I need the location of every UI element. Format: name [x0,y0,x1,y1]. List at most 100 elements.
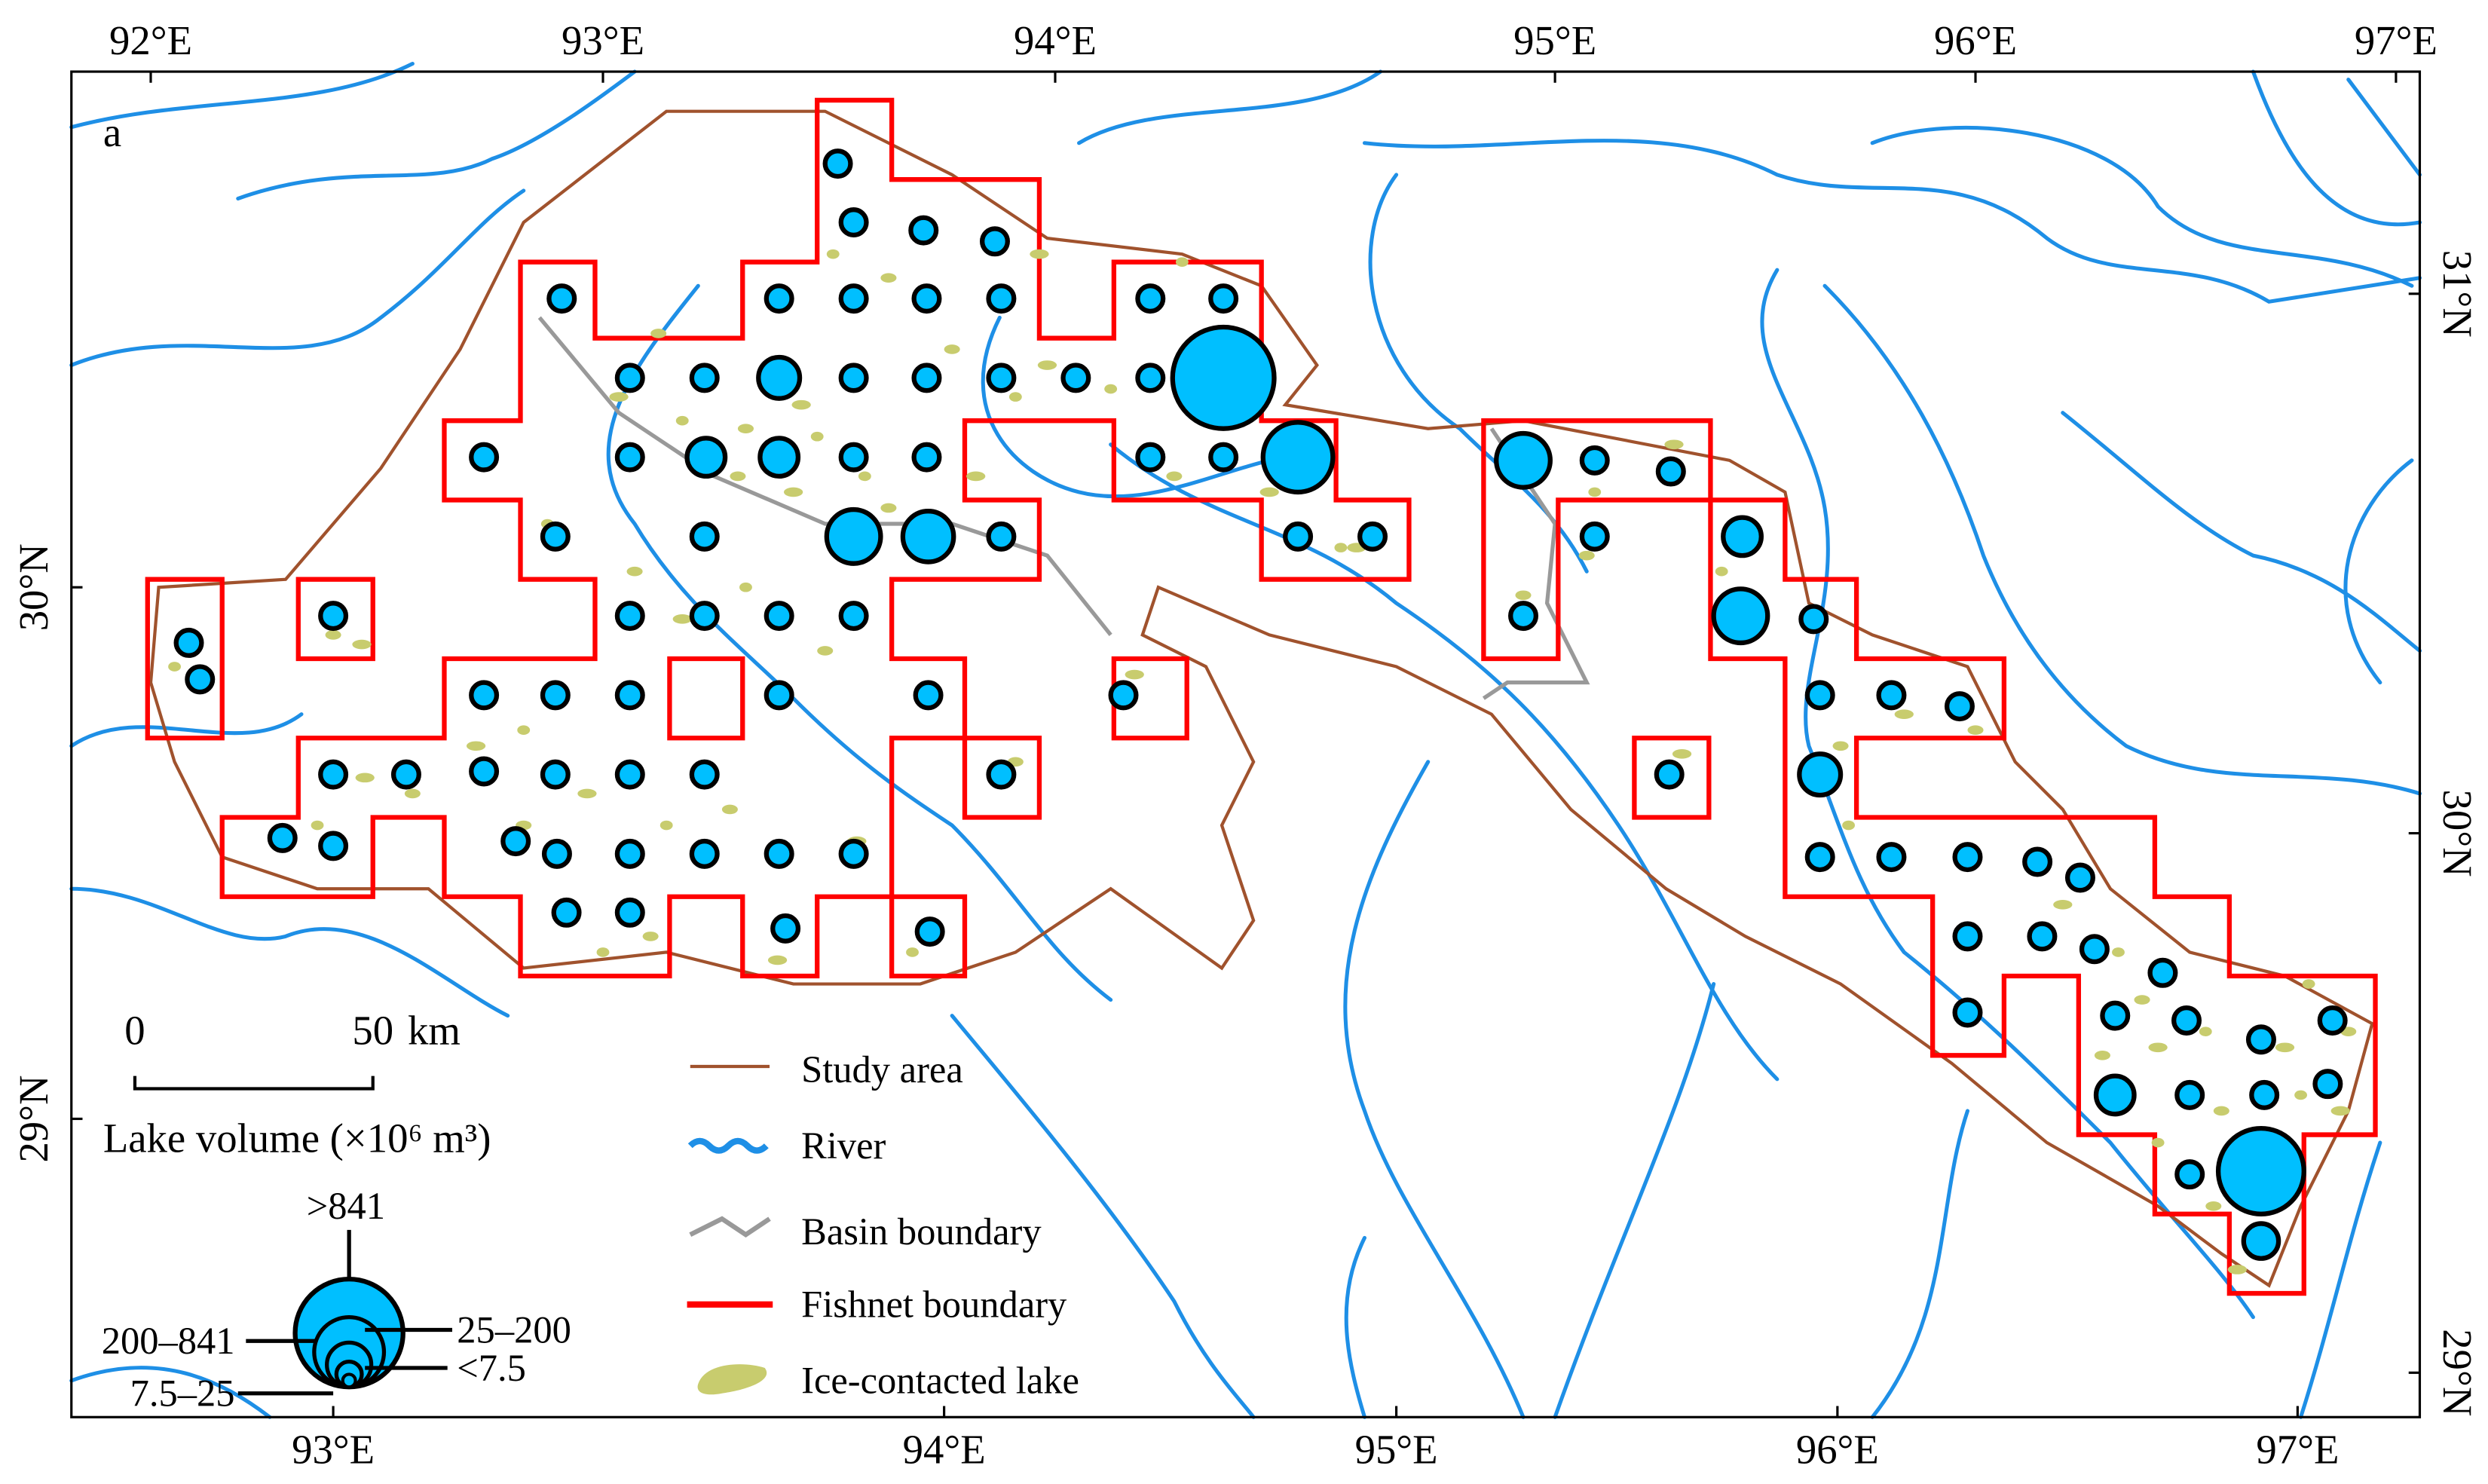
basin-boundary [537,316,1590,700]
ice-lake [966,471,986,482]
lake-circle [614,680,645,711]
ice-lake [1967,725,1984,736]
lon-label: 94°E [1014,17,1097,63]
rivers-part [1822,283,2422,796]
lake-circle [2174,1159,2205,1190]
ice-lake [642,932,659,941]
ice-lake [1008,392,1022,402]
ice-lake [2151,1137,2165,1148]
ice-lake [517,725,531,736]
lake-circle [1108,680,1139,711]
graticule-ticks [71,72,2420,1418]
ice-lake [1166,471,1183,482]
lake-circle [689,759,720,790]
legend-part [697,1364,767,1395]
lon-label: 93°E [562,17,644,63]
ice-lake [1104,384,1118,394]
rivers-part [69,1366,272,1419]
ice-lake [1334,543,1348,552]
rivers-part [1109,442,1780,1082]
lake-circle [1060,363,1091,393]
ice-lake [626,566,643,577]
lake-circle [1494,430,1553,490]
rivers-part [2299,1140,2382,1419]
lake-circle [540,759,571,790]
ice-lake [1894,709,1914,719]
ice-lake [650,329,667,338]
size-class: 200–841 [102,1320,235,1362]
lat-label: 29°N [11,1075,57,1162]
rivers-part [236,69,637,200]
ice-lake [783,487,803,497]
legend-label: River [801,1124,886,1167]
rivers-part [1870,1109,1970,1419]
ice-lake [577,788,597,799]
legend-part [689,1216,771,1238]
lake-circle [390,759,421,790]
lake-circle [913,680,944,711]
lon-label: 94°E [903,1426,986,1472]
ice-lake [721,804,738,815]
lake-circle [911,363,942,393]
ice-lake [2094,1050,2110,1060]
lake-circle [185,664,216,695]
lake-circle [1876,842,1907,873]
lake-circle [770,913,801,944]
lake-circle [764,601,794,632]
lake-circle [541,838,572,869]
ice-lake [1832,741,1849,751]
ice-lake [858,471,871,482]
lat-label: 29°N [2434,1329,2480,1416]
lake-circle [614,363,645,393]
lake-circle [764,838,794,869]
lake-circle [1579,445,1610,476]
lake-circle [614,442,645,473]
ice-lake [2053,899,2073,910]
lake-circle [2174,1079,2205,1110]
lake-circle [540,680,571,711]
lake-circle [1952,997,1983,1028]
ice-lake [2134,995,2150,1005]
ice-lake [1664,439,1684,450]
lake-circle [614,759,645,790]
lake-circle [1170,324,1277,431]
ice-lake [311,820,324,831]
scale-bar-part [133,1076,375,1091]
lake-circle [2215,1125,2306,1216]
ice-lake [1588,487,1602,497]
ice-lake [1842,820,1856,831]
lake-circle [2064,862,2095,893]
ice-lake [325,630,341,640]
ice-lake [404,788,421,799]
ice-lake [675,415,689,426]
rivers-part [2346,78,2422,177]
lake-circle [1135,442,1166,473]
lake-circle [1804,680,1835,711]
lake-circle [1655,456,1686,487]
lake-circle [1208,283,1239,314]
lake-circle [689,601,720,632]
legend-label: Study area [801,1048,963,1091]
ice-lake [2148,1042,2168,1053]
legend-label: Ice-contacted lake [801,1360,1079,1402]
fishnet-boundary-part [1632,736,1712,820]
lake-circle [551,897,582,928]
lake-circle [1135,363,1166,393]
lon-label: 96°E [1796,1426,1879,1472]
lake-circle [1721,515,1764,558]
rivers-part [1870,125,2414,288]
size-class: 25–200 [457,1308,571,1351]
lake-circle [824,506,883,566]
ice-lake [1037,360,1057,370]
fishnet-boundary-part [145,577,1189,741]
rivers-part [950,1014,1256,1419]
lake-circle [614,601,645,632]
fishnet-boundary-part [1481,418,2378,1296]
lake-circle [500,826,531,857]
lake-circle [838,442,869,473]
ice-lake [1515,590,1532,601]
rivers-part [2343,458,2414,685]
scale-bar: 0 50 km [124,1008,461,1091]
ice-lake [355,773,375,783]
study-area [148,109,2374,1288]
